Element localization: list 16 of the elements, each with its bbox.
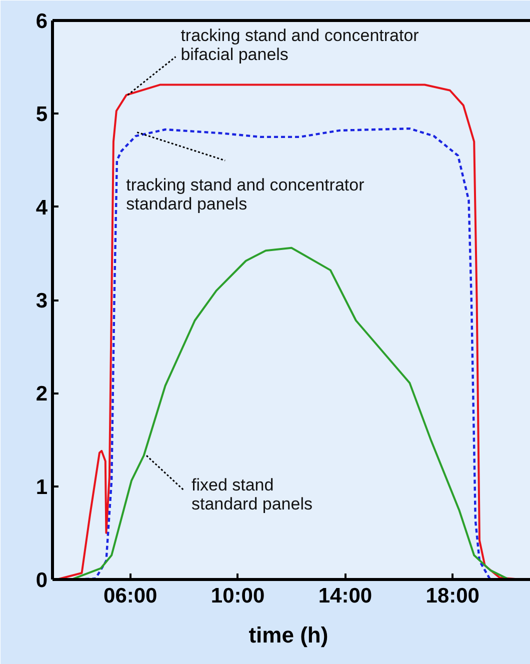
x-axis-title: time (h) xyxy=(248,622,328,648)
y-tick-label: 0 xyxy=(36,569,48,592)
x-tick-label: 10:00 xyxy=(210,584,265,608)
x-tick-label: 18:00 xyxy=(426,584,480,608)
y-tick-label: 4 xyxy=(36,196,48,220)
y-tick-label: 6 xyxy=(36,10,48,33)
y-tick-label: 3 xyxy=(36,290,48,312)
x-tick-label: 14:00 xyxy=(318,584,372,608)
annotation: tracking stand and concentrator bifacial panels xyxy=(180,26,420,64)
x-tick-label: 06:00 xyxy=(104,584,158,608)
annotation: fixed stand standard panels xyxy=(191,476,312,514)
y-tick-label: 2 xyxy=(36,382,48,406)
annotation: tracking stand and concentrator standard panels xyxy=(126,175,365,214)
y-tick-label: 1 xyxy=(36,476,48,499)
line-series xyxy=(70,246,510,580)
y-tick-label: 5 xyxy=(36,103,48,126)
